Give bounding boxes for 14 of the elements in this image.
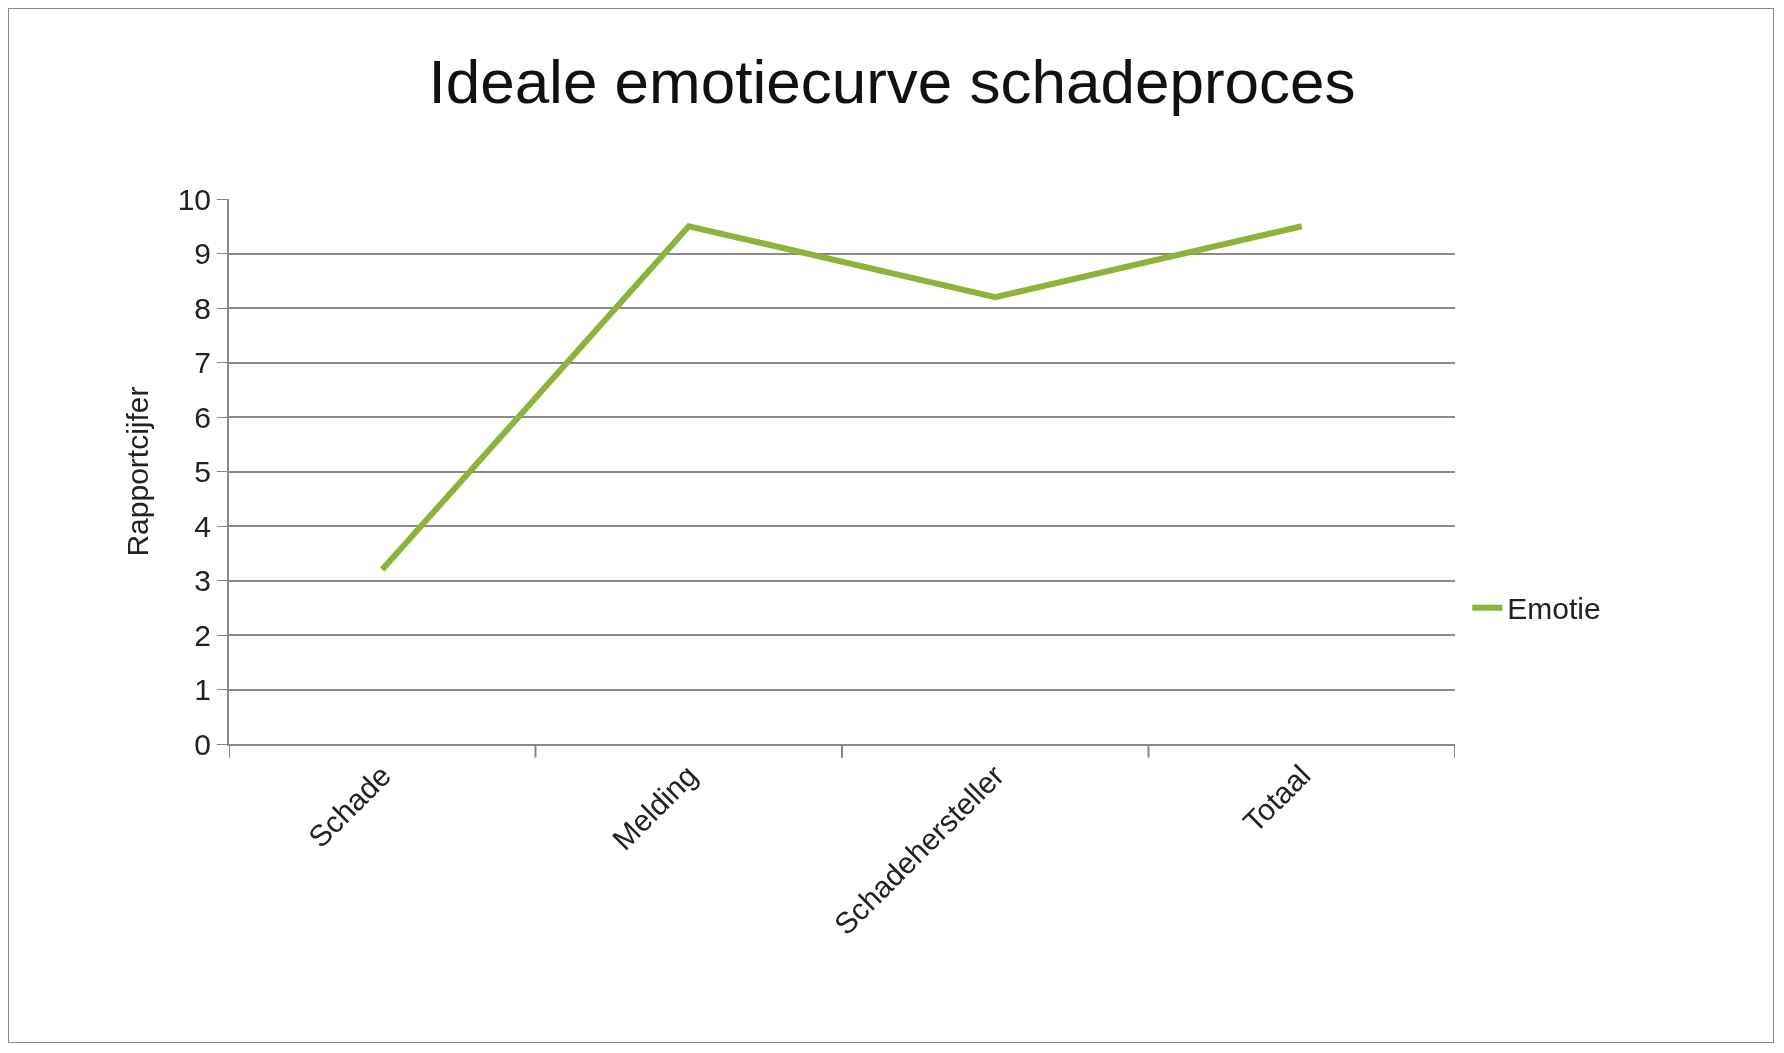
y-tick-label: 6	[194, 400, 211, 434]
y-tick-label: 1	[194, 673, 211, 706]
chart-title: Ideale emotiecurve schadeproces	[428, 47, 1356, 117]
y-tick-label: 4	[194, 509, 211, 543]
y-tick-label: 2	[194, 618, 211, 652]
y-tick-label: 3	[194, 564, 211, 597]
y-axis-title: Rapportcijfer	[121, 386, 155, 557]
y-tick-label: 9	[194, 237, 211, 270]
y-tick-label: 8	[194, 291, 211, 325]
y-tick-label: 0	[194, 727, 211, 761]
legend-label: Emotie	[1507, 592, 1601, 626]
y-tick-label: 10	[177, 182, 211, 216]
y-tick-label: 7	[194, 346, 211, 379]
y-tick-label: 5	[194, 455, 211, 488]
